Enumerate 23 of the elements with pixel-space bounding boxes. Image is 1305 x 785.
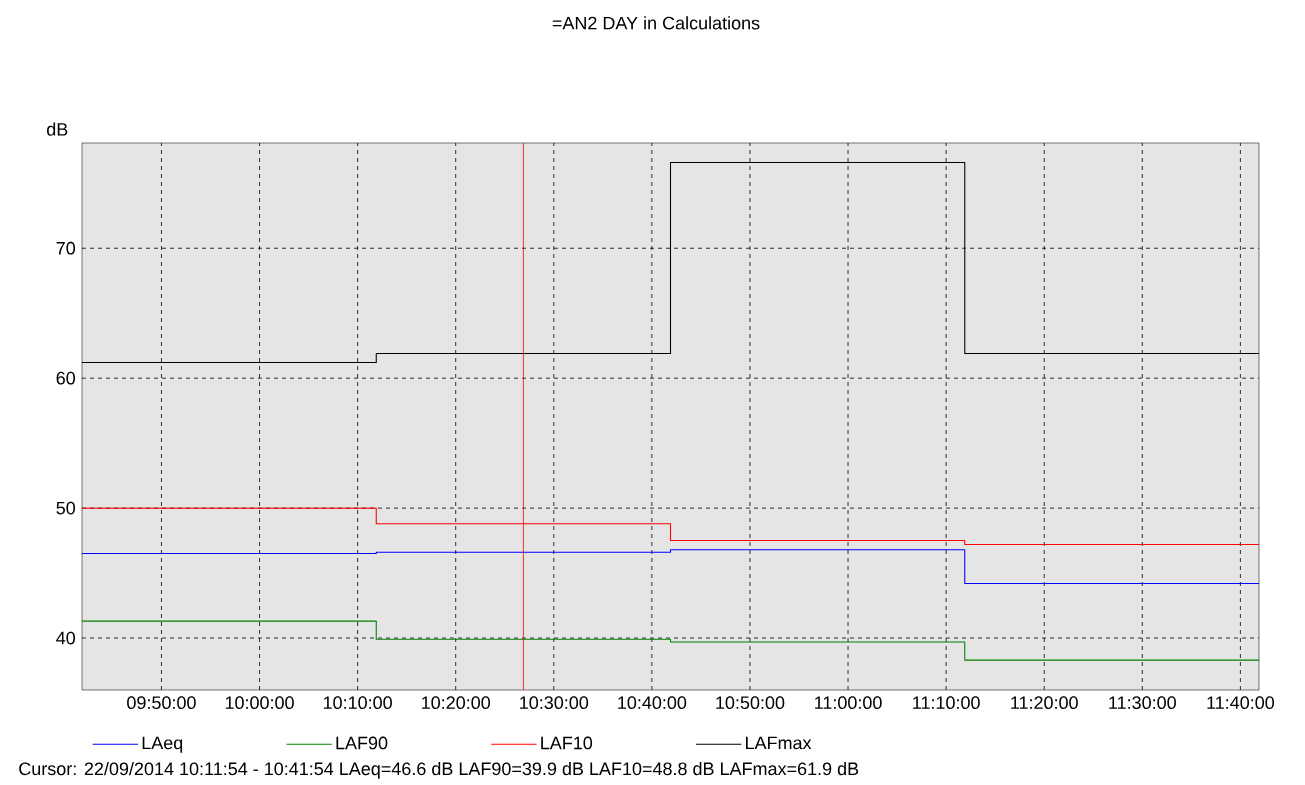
y-axis-title: dB bbox=[47, 122, 68, 136]
text: Cursor: 22/09/2014 10:11:54 - 10:41:54 LAeq=46.6 dB LAF90=39.9 dB LAF10=48.8 dB LAFmax=61.9 dB bbox=[19, 761, 859, 779]
x-tick-label: 10:00:00 bbox=[225, 696, 294, 709]
y-tick-label: 70 bbox=[56, 241, 76, 255]
legend-label: LAF10 bbox=[541, 736, 593, 750]
x-tick-label: 11:30:00 bbox=[1109, 696, 1176, 709]
chart-title: =AN2 DAY in Calculations bbox=[552, 16, 760, 30]
x-tick-label: 10:20:00 bbox=[422, 696, 491, 709]
x-tick-label: 10:10:00 bbox=[323, 696, 392, 709]
x-tick-label: 11:20:00 bbox=[1011, 696, 1078, 709]
legend-label: LAF90 bbox=[336, 736, 388, 750]
legend-label: LAeq bbox=[142, 736, 183, 753]
x-tick-label: 10:50:00 bbox=[716, 696, 785, 709]
y-tick-label: 40 bbox=[56, 631, 76, 645]
y-tick-label: 60 bbox=[56, 371, 76, 385]
y-tick-label: 50 bbox=[56, 501, 76, 515]
legend-label: LAFmax bbox=[746, 736, 812, 750]
x-tick-label: 11:00:00 bbox=[815, 696, 882, 709]
x-tick-label: 09:50:00 bbox=[127, 696, 196, 709]
x-tick-label: 11:10:00 bbox=[913, 696, 980, 709]
x-tick-label: 10:30:00 bbox=[520, 696, 589, 709]
x-tick-label: 11:40:00 bbox=[1207, 696, 1275, 709]
x-tick-label: 10:40:00 bbox=[618, 696, 687, 709]
